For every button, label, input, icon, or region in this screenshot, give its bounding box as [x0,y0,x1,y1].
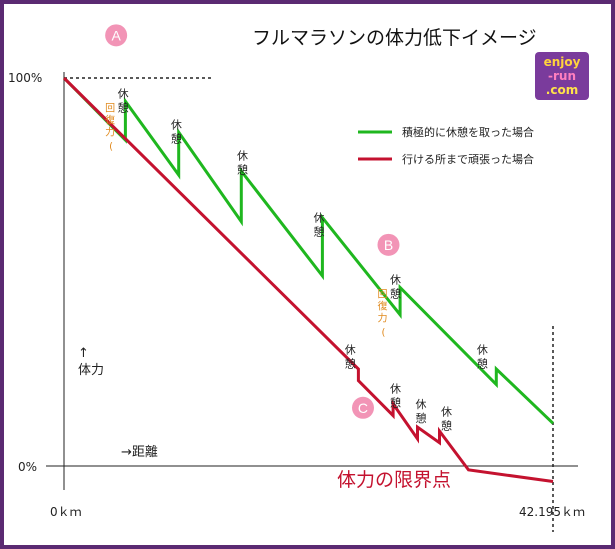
rest-label-9-1: 憩 [441,419,452,433]
legend-label-red: 行ける所まで頑張った場合 [402,152,534,166]
xtick-finish: 42.195ｋｍ [519,505,585,519]
rest-label-1-1: 憩 [171,131,182,145]
rest-label-8-0: 休 [415,398,426,411]
legend-label-green: 積極的に休憩を取った場合 [402,125,534,139]
recovery-label-4-2: 力 [377,312,387,325]
chart-frame: フルマラソンの体力低下イメージ enjoy -run .com 100% 0% … [4,4,611,545]
rest-label-4-0: 休 [390,274,401,287]
y-note-arrow: ↑ [78,346,89,361]
fatigue-chart: フルマラソンの体力低下イメージ enjoy -run .com 100% 0% … [8,24,589,532]
ytick-100: 100% [8,71,42,85]
chart-title: フルマラソンの体力低下イメージ [252,27,537,49]
y-note-label: 体力 [78,363,104,378]
marker-circle-c [351,396,374,419]
recovery-label-4-0: 回 [377,289,387,301]
rest-label-0-0: 休 [118,87,129,100]
svg-text:enjoy: enjoy [544,55,581,69]
rest-label-6-0: 休 [345,343,356,356]
rest-label-9-0: 休 [441,406,452,419]
series-line-red [62,76,554,483]
rest-label-3-1: 憩 [313,225,324,239]
xtick-start: 0ｋｍ [50,505,82,519]
rest-label-5-1: 憩 [477,356,488,370]
recovery-label-0-0: 回 [105,102,115,114]
rest-label-0-1: 憩 [118,100,129,114]
recovery-label-4-1: 復 [377,300,387,313]
x-note-label: →距離 [121,445,158,460]
marker-label-a: A [111,27,121,43]
svg-text:-run: -run [548,69,576,83]
recovery-label-0-1: 復 [105,113,115,126]
rest-label-2-0: 休 [237,149,248,162]
svg-text:.com: .com [546,83,578,97]
enjoy-run-logo: enjoy -run .com [535,52,589,100]
rest-label-3-0: 休 [313,212,324,225]
rest-label-7-0: 休 [390,382,401,395]
ytick-0: 0% [18,460,37,474]
marker-circle-a [105,24,128,47]
marker-circle-b [377,233,400,256]
marker-label-c: C [358,400,368,416]
rest-label-7-1: 憩 [390,395,401,409]
recovery-label-0-2: 力 [105,125,115,138]
rest-label-5-0: 休 [477,343,488,356]
recovery-bracket-4: ( [381,328,385,339]
rest-label-1-0: 休 [171,118,182,131]
rest-label-8-1: 憩 [415,411,426,425]
recovery-bracket-0: ( [109,141,113,152]
legend: 積極的に休憩を取った場合 行ける所まで頑張った場合 [358,125,534,166]
rest-label-4-1: 憩 [390,287,401,301]
rest-label-2-1: 憩 [237,162,248,176]
limit-label: 体力の限界点 [337,469,451,491]
marker-label-b: B [384,237,393,253]
rest-label-6-1: 憩 [345,356,356,370]
series-line-green [62,76,555,425]
